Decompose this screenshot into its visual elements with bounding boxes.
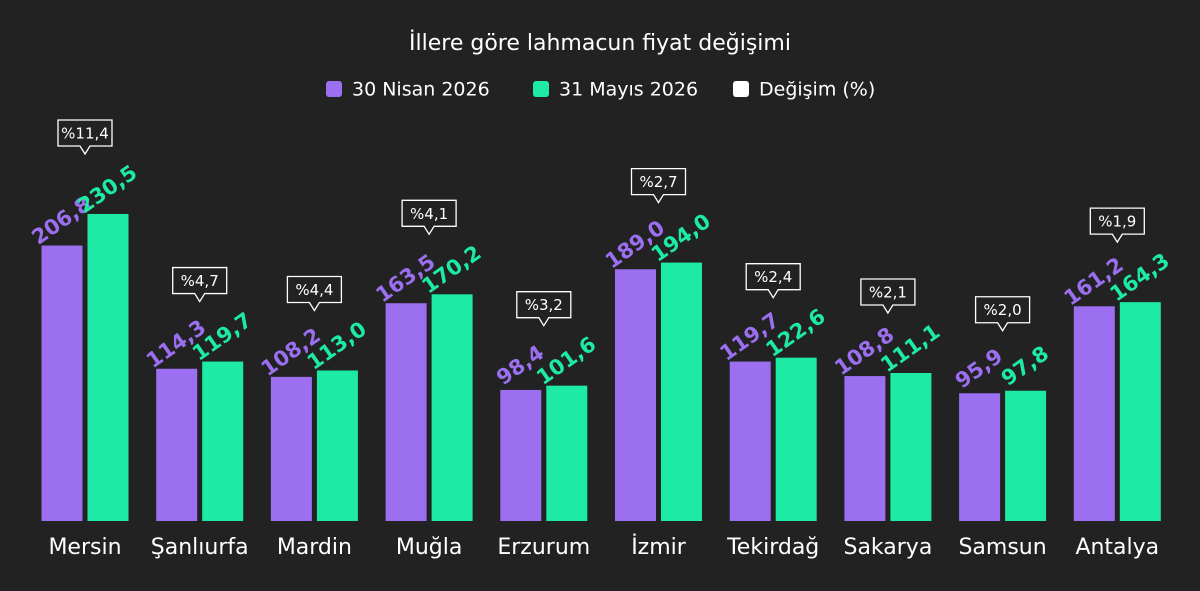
bar xyxy=(202,361,244,521)
change-callout xyxy=(57,119,113,156)
bar xyxy=(431,294,473,521)
x-tick-label: Mersin xyxy=(48,535,121,560)
legend-label: 30 Nisan 2026 xyxy=(352,79,490,101)
legend-label: Değişim (%) xyxy=(759,79,875,101)
change-callout xyxy=(516,291,572,327)
bar xyxy=(661,262,702,521)
change-label: %11,4 xyxy=(61,124,109,142)
x-tick-label: Muğla xyxy=(396,535,462,560)
change-callout xyxy=(172,266,228,303)
x-tick-label: Mardin xyxy=(277,535,352,560)
change-label: %1,9 xyxy=(1098,213,1136,231)
bar xyxy=(959,393,1001,521)
bar xyxy=(890,373,932,521)
x-tick-label: Samsun xyxy=(958,535,1046,560)
legend-swatch xyxy=(326,81,342,97)
change-label: %2,1 xyxy=(869,284,907,302)
x-tick-label: Şanlıurfa xyxy=(151,535,249,560)
x-tick-label: Sakarya xyxy=(843,535,932,560)
change-callout xyxy=(401,199,457,236)
bar xyxy=(385,303,427,521)
change-label: %4,1 xyxy=(410,205,448,223)
change-callout xyxy=(745,263,801,299)
change-callout xyxy=(630,167,687,204)
bar xyxy=(270,376,312,521)
bar xyxy=(1073,306,1115,521)
bar xyxy=(156,368,198,521)
bar xyxy=(729,361,771,521)
change-label: %4,7 xyxy=(181,272,219,290)
change-label: %2,4 xyxy=(754,268,792,286)
bar xyxy=(316,370,358,521)
change-callout xyxy=(1089,207,1145,244)
legend-swatch xyxy=(733,81,749,97)
x-tick-label: Tekirdağ xyxy=(726,535,819,560)
x-tick-label: Erzurum xyxy=(497,535,590,560)
bar xyxy=(615,269,656,521)
bar xyxy=(775,357,817,521)
chart-title: İllere göre lahmacun fiyat değişimi xyxy=(409,30,791,56)
change-label: %4,4 xyxy=(295,281,333,299)
change-label: %2,0 xyxy=(984,301,1022,319)
bar xyxy=(844,376,886,521)
bar xyxy=(1005,390,1047,521)
x-tick-label: İzmir xyxy=(631,534,687,560)
bar xyxy=(500,389,542,521)
change-callout xyxy=(286,275,343,312)
x-tick-label: Antalya xyxy=(1075,535,1159,560)
change-label: %3,2 xyxy=(525,296,563,314)
legend-label: 31 Mayıs 2026 xyxy=(559,79,698,101)
change-label: %2,7 xyxy=(639,173,677,191)
legend-swatch xyxy=(533,81,549,97)
bar xyxy=(41,245,83,521)
change-callout xyxy=(974,296,1031,332)
bar xyxy=(87,213,129,521)
change-callout xyxy=(860,278,916,315)
bar xyxy=(546,385,588,521)
bar xyxy=(1119,302,1161,521)
